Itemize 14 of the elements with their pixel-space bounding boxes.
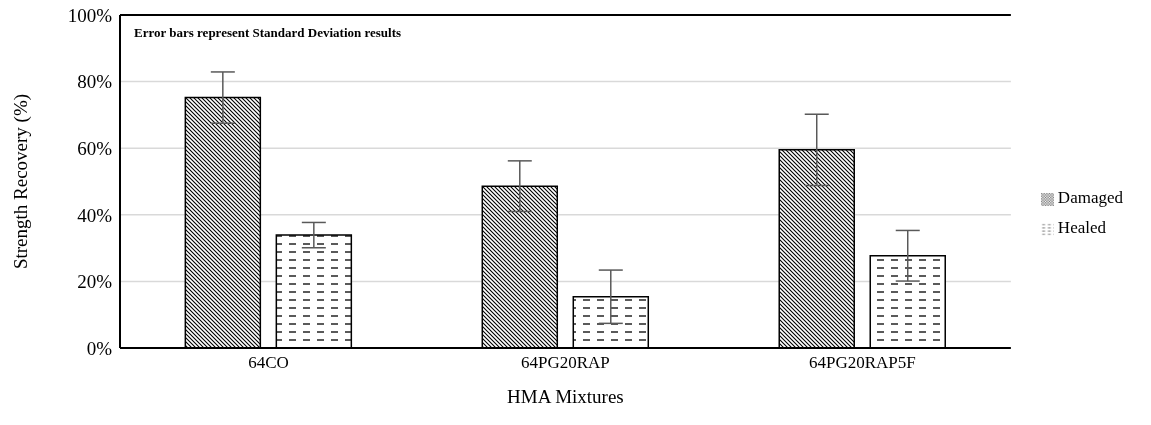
y-tick-label: 20% [77,271,113,293]
y-tick-label: 0% [86,337,113,359]
legend-label: Damaged [1057,188,1123,207]
legend-label: Healed [1057,218,1106,237]
y-tick-label: 100% [67,4,113,26]
x-tick-label: 64CO [248,353,289,373]
x-axis-title: HMA Mixtures [507,386,624,407]
x-tick-label: 64PG20RAP [521,353,610,373]
annotation: Error bars represent Standard Deviation results [134,25,402,41]
y-tick-label: 40% [77,204,113,226]
x-tick-label: 64PG20RAP5F [809,353,916,373]
y-axis-title: Strength Recovery (%) [9,93,32,270]
y-tick-label: 60% [77,137,113,159]
y-tick-label: 80% [77,71,113,93]
